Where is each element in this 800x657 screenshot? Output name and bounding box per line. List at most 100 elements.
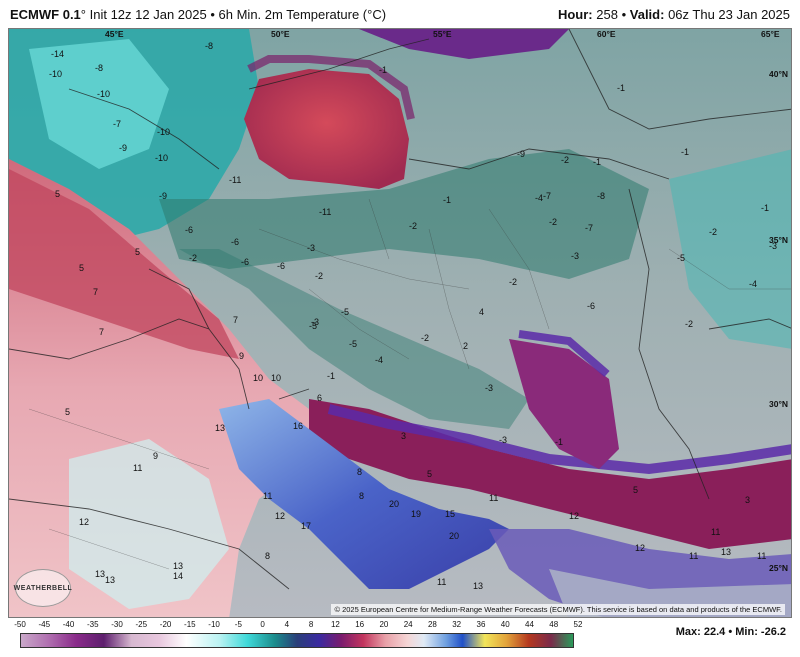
legend-tick: -50 bbox=[14, 620, 26, 629]
temperature-value-label: 10 bbox=[253, 373, 263, 383]
temperature-value-label: 20 bbox=[389, 499, 399, 509]
valid-value: 06z Thu 23 Jan 2025 bbox=[668, 6, 790, 22]
temperature-value-label: 5 bbox=[427, 469, 432, 479]
model-name: ECMWF 0.1 bbox=[10, 6, 81, 22]
temperature-value-label: 13 bbox=[473, 581, 483, 591]
temperature-value-label: 13 bbox=[105, 575, 115, 585]
lat-label-30: 30°N bbox=[769, 399, 788, 409]
legend-tick: 20 bbox=[379, 620, 389, 629]
temperature-value-label: -4 bbox=[535, 193, 543, 203]
temperature-value-label: 3 bbox=[401, 431, 406, 441]
lon-label-60: 60°E bbox=[597, 29, 616, 39]
temperature-value-label: -2 bbox=[315, 271, 323, 281]
temperature-value-label: -1 bbox=[593, 157, 601, 167]
zagros-cold-belt bbox=[179, 249, 529, 429]
temperature-value-label: -4 bbox=[375, 355, 383, 365]
temperature-value-label: 8 bbox=[357, 467, 362, 477]
temperature-value-label: 6 bbox=[317, 393, 322, 403]
temperature-value-label: 12 bbox=[569, 511, 579, 521]
temperature-value-label: 12 bbox=[79, 517, 89, 527]
temperature-value-label: -6 bbox=[277, 261, 285, 271]
temperature-value-label: -5 bbox=[349, 339, 357, 349]
temperature-value-label: 9 bbox=[153, 451, 158, 461]
temperature-value-label: 8 bbox=[359, 491, 364, 501]
temperature-value-label: 3 bbox=[745, 495, 750, 505]
purple-north-strip bbox=[359, 29, 569, 59]
lut-desert-region bbox=[509, 339, 619, 469]
temperature-value-label: 11 bbox=[689, 551, 698, 561]
legend-tick: 36 bbox=[476, 620, 486, 629]
temperature-value-label: 12 bbox=[275, 511, 285, 521]
lat-label-25: 25°N bbox=[769, 563, 788, 573]
province-borders bbox=[28, 198, 791, 570]
header-separator-2: • bbox=[621, 6, 627, 22]
logo-text: WEATHERBELL bbox=[13, 584, 73, 592]
legend-tick: -10 bbox=[208, 620, 220, 629]
temperature-value-label: -5 bbox=[341, 307, 349, 317]
temperature-value-label: -8 bbox=[597, 191, 605, 201]
temperature-value-label: 13 bbox=[721, 547, 731, 557]
map-canvas: 45°E 50°E 55°E 60°E 65°E 40°N 35°N 30°N … bbox=[9, 29, 791, 617]
temperature-value-label: -1 bbox=[443, 195, 451, 205]
maxmin-separator: • bbox=[728, 626, 733, 638]
temperature-value-label: -3 bbox=[307, 243, 315, 253]
legend-tick: 16 bbox=[355, 620, 365, 629]
temperature-value-label: -6 bbox=[231, 237, 239, 247]
map-header: ECMWF 0.1° Init 12z 12 Jan 2025 • 6h Min… bbox=[0, 0, 800, 28]
temperature-value-label: 13 bbox=[173, 561, 183, 571]
temperature-value-label: -9 bbox=[517, 149, 525, 159]
legend-tick: 8 bbox=[308, 620, 314, 629]
lon-label-50: 50°E bbox=[271, 29, 290, 39]
caspian-north-edge bbox=[247, 55, 415, 120]
temperature-value-label: -9 bbox=[119, 143, 127, 153]
temperature-value-label: -2 bbox=[549, 217, 557, 227]
legend-tick: 28 bbox=[427, 620, 437, 629]
temperature-value-label: -9 bbox=[159, 191, 167, 201]
legend-tick: -35 bbox=[87, 620, 99, 629]
lon-label-55: 55°E bbox=[433, 29, 452, 39]
temperature-value-label: -3 bbox=[769, 241, 777, 251]
lon-label-65: 65°E bbox=[761, 29, 780, 39]
temperature-value-label: 19 bbox=[411, 509, 421, 519]
temperature-value-label: -10 bbox=[49, 69, 62, 79]
legend-tick: 40 bbox=[500, 620, 510, 629]
temperature-value-label: 12 bbox=[635, 543, 645, 553]
hour-value: 258 bbox=[596, 6, 618, 22]
country-borders bbox=[9, 29, 791, 590]
temperature-value-label: -8 bbox=[95, 63, 103, 73]
temperature-value-label: 16 bbox=[293, 421, 303, 431]
temperature-value-label: 13 bbox=[95, 569, 105, 579]
alborz-cold-belt bbox=[159, 149, 649, 279]
iraq-warm-region bbox=[9, 169, 239, 359]
temperature-value-label: -1 bbox=[681, 147, 689, 157]
temperature-value-label: 5 bbox=[55, 189, 60, 199]
temperature-value-label: -6 bbox=[241, 257, 249, 267]
temperature-value-label: -4 bbox=[749, 279, 757, 289]
temperature-value-label: -2 bbox=[409, 221, 417, 231]
init-time: Init 12z 12 Jan 2025 bbox=[89, 6, 207, 22]
legend-tick: -25 bbox=[135, 620, 148, 629]
temperature-value-label: -3 bbox=[485, 383, 493, 393]
temperature-value-label: -7 bbox=[543, 191, 551, 201]
temperature-value-label: -11 bbox=[229, 175, 241, 185]
temperature-value-label: 4 bbox=[479, 307, 484, 317]
temperature-value-label: -5 bbox=[677, 253, 685, 263]
temperature-value-label: -1 bbox=[327, 371, 335, 381]
temperature-value-label: -2 bbox=[189, 253, 197, 263]
temperature-value-label: 9 bbox=[239, 351, 244, 361]
temperature-value-label: -2 bbox=[509, 277, 517, 287]
temperature-value-label: -2 bbox=[709, 227, 717, 237]
temperature-value-label: -3 bbox=[571, 251, 579, 261]
temperature-value-label: -10 bbox=[155, 153, 168, 163]
legend-tick: 52 bbox=[573, 620, 583, 629]
lat-label-40: 40°N bbox=[769, 69, 788, 79]
temperature-value-label: -14 bbox=[51, 49, 64, 59]
legend-ticks: -50 -45 -40 -35 -30 -25 -20 -15 -10 -5 0 4 8 12 16 20 24… bbox=[14, 620, 584, 632]
temperature-value-label: 11 bbox=[757, 551, 766, 561]
weatherbell-logo: WEATHERBELL bbox=[13, 569, 73, 607]
legend-tick: 48 bbox=[549, 620, 559, 629]
temperature-value-label: -5 bbox=[309, 321, 317, 331]
temperature-value-label: 5 bbox=[79, 263, 84, 273]
temperature-value-label: 11 bbox=[711, 527, 720, 537]
temperature-value-label: -6 bbox=[185, 225, 193, 235]
